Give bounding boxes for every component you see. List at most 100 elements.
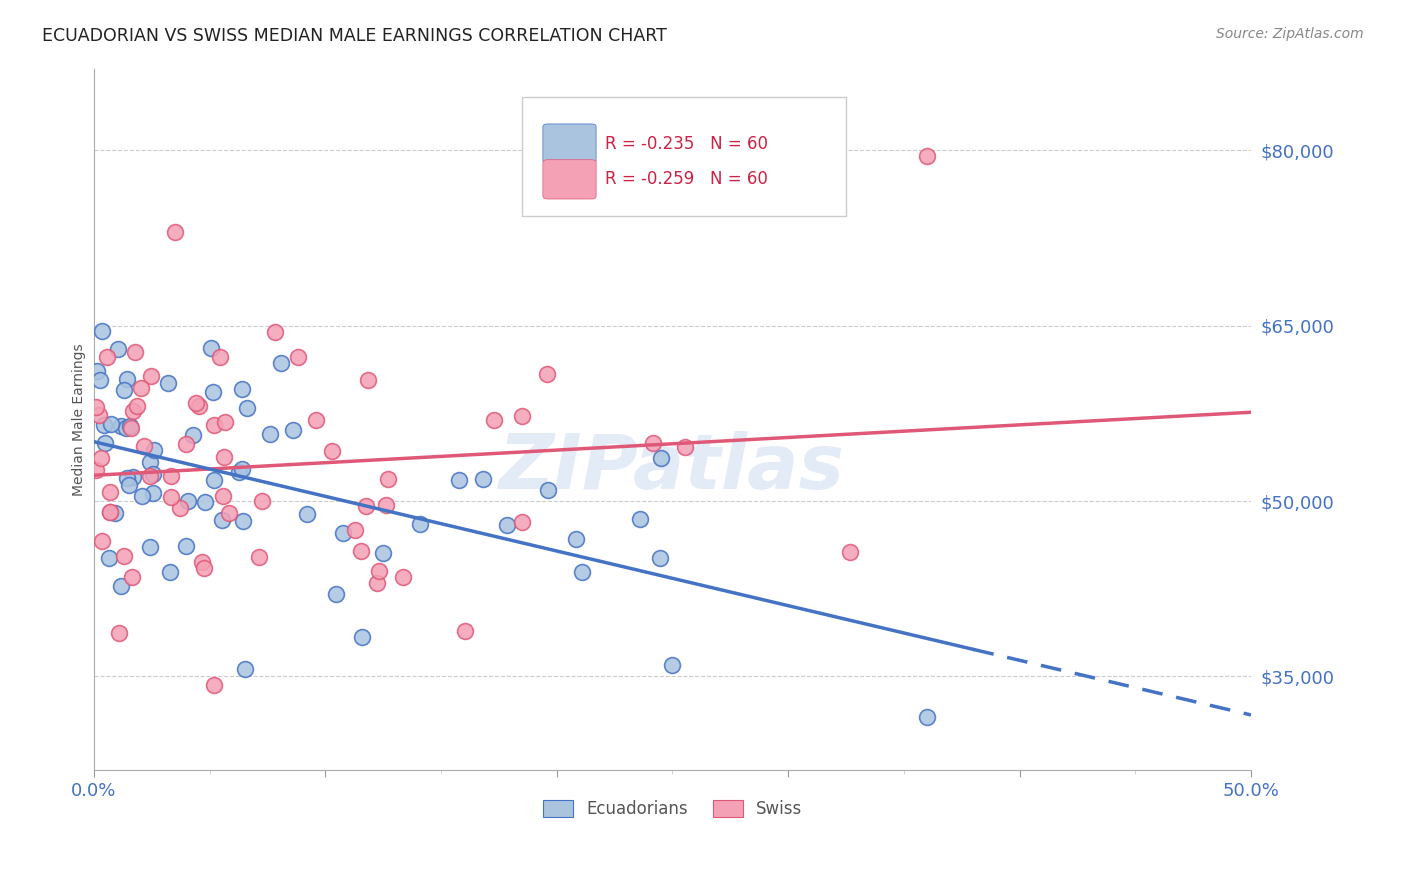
Point xyxy=(232,514,254,528)
Point xyxy=(115,421,138,435)
Point xyxy=(212,450,235,464)
Point xyxy=(350,544,373,558)
Point xyxy=(374,498,396,512)
Point xyxy=(124,345,146,359)
Point xyxy=(110,419,132,434)
Point xyxy=(231,382,253,396)
Point xyxy=(104,506,127,520)
Point xyxy=(236,401,259,416)
Point xyxy=(121,470,143,484)
Point xyxy=(121,404,143,418)
Point xyxy=(321,443,343,458)
Point xyxy=(131,489,153,503)
Point xyxy=(86,363,108,377)
Point xyxy=(915,149,938,163)
Point xyxy=(194,495,217,509)
Point xyxy=(263,326,285,340)
Point xyxy=(447,473,470,487)
Point xyxy=(204,473,226,487)
Point xyxy=(259,427,281,442)
Point xyxy=(537,483,560,498)
Point xyxy=(115,372,138,386)
Point xyxy=(100,417,122,431)
Point xyxy=(510,515,533,529)
Point xyxy=(127,400,149,414)
Point xyxy=(177,494,200,508)
Point xyxy=(141,369,163,384)
Point xyxy=(641,435,664,450)
Point xyxy=(90,451,112,466)
Point xyxy=(228,465,250,479)
Point xyxy=(115,471,138,485)
Point xyxy=(139,455,162,469)
Point xyxy=(209,351,232,365)
Point xyxy=(132,439,155,453)
Point xyxy=(661,657,683,672)
Point xyxy=(98,505,121,519)
Point xyxy=(454,624,477,639)
Point xyxy=(564,533,586,547)
Point xyxy=(305,413,328,427)
Point xyxy=(142,486,165,500)
Point xyxy=(94,436,117,450)
Point xyxy=(235,662,257,676)
Point xyxy=(650,450,672,465)
Point xyxy=(159,565,181,579)
Point xyxy=(191,555,214,569)
Point xyxy=(138,541,160,555)
Point xyxy=(110,579,132,593)
Point xyxy=(344,524,367,538)
Point xyxy=(129,381,152,395)
Point xyxy=(200,341,222,355)
Point xyxy=(673,440,696,454)
Point xyxy=(368,564,391,578)
Text: ECUADORIAN VS SWISS MEDIAN MALE EARNINGS CORRELATION CHART: ECUADORIAN VS SWISS MEDIAN MALE EARNINGS… xyxy=(42,27,666,45)
Point xyxy=(212,489,235,503)
Point xyxy=(297,507,319,521)
Point xyxy=(201,384,224,399)
Point xyxy=(174,539,197,553)
Point xyxy=(89,373,111,387)
Point xyxy=(354,499,377,513)
Text: R = -0.235   N = 60: R = -0.235 N = 60 xyxy=(606,135,768,153)
Point xyxy=(510,409,533,424)
Point xyxy=(482,413,505,427)
Point xyxy=(409,516,432,531)
Point xyxy=(249,550,271,565)
Point xyxy=(283,423,305,437)
Point xyxy=(214,415,236,429)
Point xyxy=(350,631,373,645)
Point xyxy=(112,549,135,563)
Point xyxy=(112,384,135,398)
Point xyxy=(628,512,651,526)
Point xyxy=(93,418,115,433)
Point xyxy=(250,493,273,508)
Point xyxy=(156,376,179,390)
Point xyxy=(90,324,112,338)
Point xyxy=(121,570,143,584)
Point xyxy=(108,626,131,640)
FancyBboxPatch shape xyxy=(522,96,846,216)
Point xyxy=(169,500,191,515)
Legend: Ecuadorians, Swiss: Ecuadorians, Swiss xyxy=(536,793,808,825)
Point xyxy=(107,342,129,356)
Point xyxy=(571,565,593,579)
Point xyxy=(96,350,118,364)
Point xyxy=(97,551,120,566)
Point xyxy=(270,355,292,369)
Point xyxy=(202,418,225,433)
Point xyxy=(218,506,240,520)
Text: ZIPatlas: ZIPatlas xyxy=(499,432,845,506)
Point xyxy=(536,368,558,382)
Point xyxy=(90,533,112,548)
Point xyxy=(287,350,309,364)
FancyBboxPatch shape xyxy=(543,124,596,163)
Point xyxy=(648,551,671,566)
Point xyxy=(143,442,166,457)
Point xyxy=(159,468,181,483)
Point xyxy=(118,419,141,434)
Point xyxy=(332,525,354,540)
Point xyxy=(100,504,122,518)
Point xyxy=(839,545,862,559)
Point xyxy=(139,469,162,483)
